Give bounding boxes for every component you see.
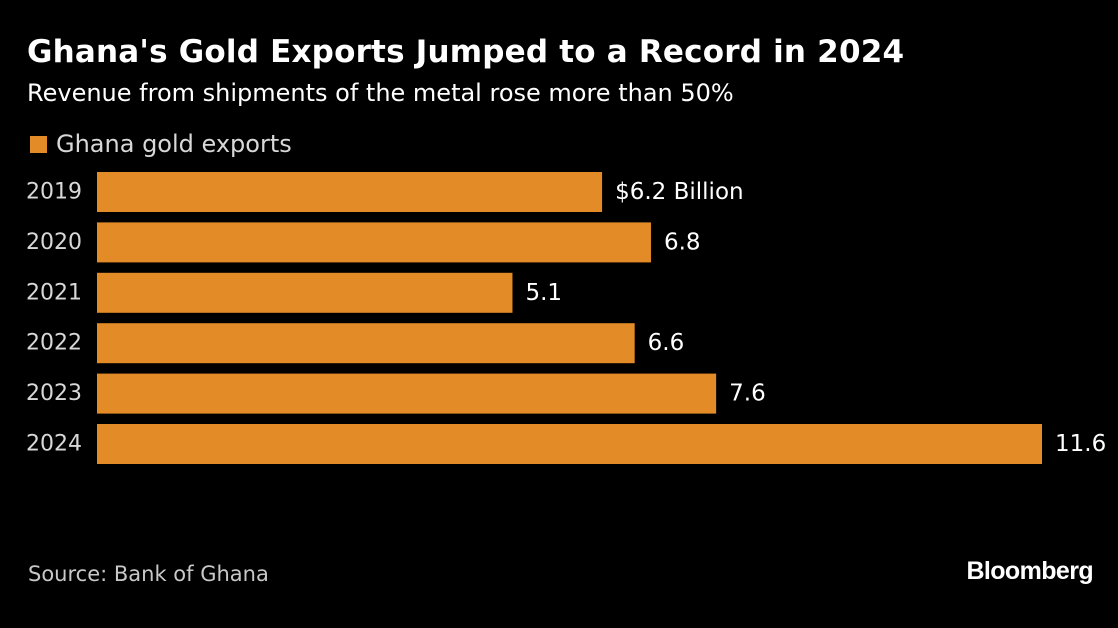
data-label: $6.2 Billion xyxy=(615,179,744,205)
legend: Ghana gold exports xyxy=(30,130,292,158)
chart-subtitle: Revenue from shipments of the metal rose… xyxy=(27,79,734,107)
legend-label: Ghana gold exports xyxy=(56,130,292,158)
bar xyxy=(97,222,651,263)
y-tick-label: 2022 xyxy=(26,331,82,356)
data-label: 6.6 xyxy=(648,330,685,356)
y-tick-label: 2023 xyxy=(26,381,82,406)
data-label: 7.6 xyxy=(729,381,766,407)
bar xyxy=(97,323,635,364)
y-tick-label: 2020 xyxy=(26,230,82,255)
data-label: 11.6 xyxy=(1055,431,1106,457)
y-tick-label: 2021 xyxy=(26,280,82,305)
source-note: Source: Bank of Ghana xyxy=(28,562,269,586)
y-tick-label: 2019 xyxy=(26,180,82,205)
y-tick-label: 2024 xyxy=(26,432,82,457)
bar xyxy=(97,172,603,212)
data-label: 6.8 xyxy=(664,229,701,255)
chart-title: Ghana's Gold Exports Jumped to a Record … xyxy=(27,34,905,70)
data-label: 5.1 xyxy=(525,280,562,306)
bar xyxy=(97,424,1042,464)
legend-swatch xyxy=(30,135,47,153)
bloomberg-logo: Bloomberg xyxy=(966,557,1093,585)
bar xyxy=(97,373,717,414)
bar xyxy=(97,272,513,313)
